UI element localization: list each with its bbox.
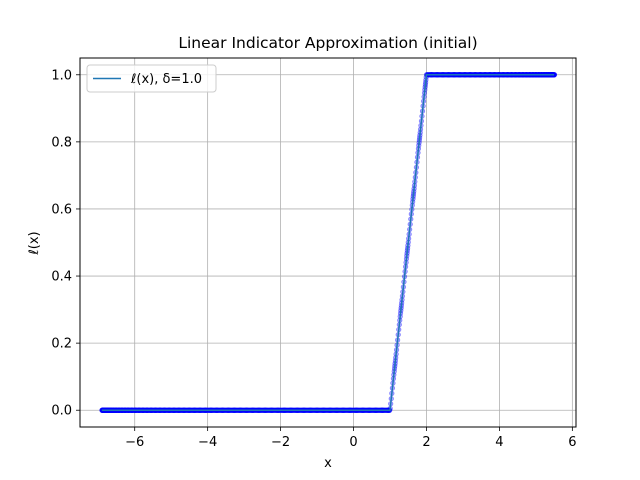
- series-line: [101, 74, 555, 411]
- x-tick-label: 6: [568, 435, 576, 450]
- x-tick-label: 4: [495, 435, 503, 450]
- x-tick-label: −6: [125, 435, 144, 450]
- chart-title: Linear Indicator Approximation (initial): [178, 34, 477, 52]
- y-axis-title: ℓ(x): [27, 231, 42, 255]
- plot-frame: [79, 57, 577, 428]
- y-tick-label: 0.6: [51, 202, 72, 217]
- x-axis-title: x: [324, 456, 332, 471]
- x-tick-label: 2: [422, 435, 430, 450]
- axis-ticks: −6 −4 −2 0 2 4 6 0.0 0.2 0.4 0.6 0.8 1.0: [51, 68, 576, 450]
- y-tick-label: 0.2: [51, 337, 72, 352]
- legend: ℓ(x), δ=1.0: [86, 64, 217, 93]
- y-tick-label: 0.4: [51, 270, 72, 285]
- x-tick-label: 0: [349, 435, 357, 450]
- x-tick-label: −4: [198, 435, 217, 450]
- x-tick-label: −2: [271, 435, 290, 450]
- plot-area: [80, 58, 576, 427]
- y-tick-label: 0.8: [51, 135, 72, 150]
- y-tick-label: 1.0: [51, 68, 72, 83]
- data-series: [99, 72, 558, 413]
- legend-entry-label: ℓ(x), δ=1.0: [130, 72, 202, 87]
- y-tick-label: 0.0: [51, 404, 72, 419]
- legend-box: [86, 64, 217, 93]
